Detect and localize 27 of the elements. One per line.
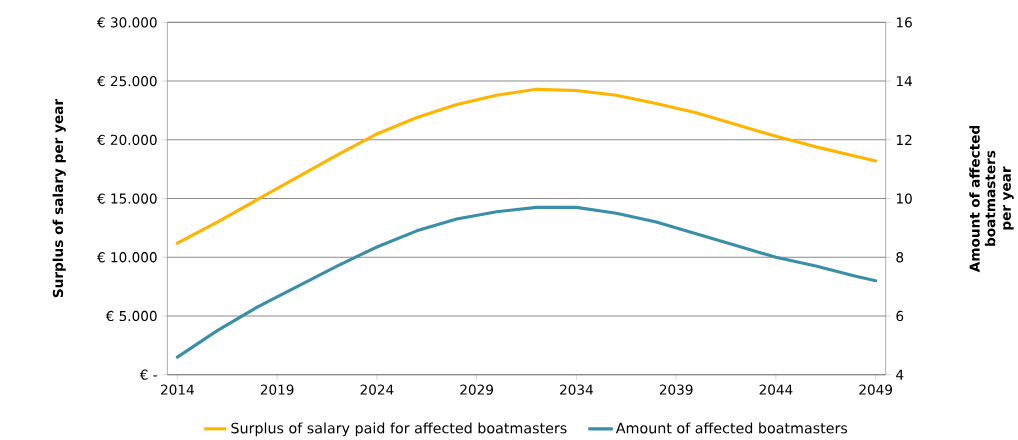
x-tick-label: 2024 — [360, 384, 394, 395]
y-tick-label: € 30.000 — [96, 17, 157, 28]
legend-label: Surplus of salary paid for affected boatmasters — [231, 422, 567, 437]
y-tick-label: € 5.000 — [105, 310, 157, 321]
line-series — [175, 87, 878, 245]
y2-tick-label: 8 — [896, 251, 904, 263]
x-tick-label: 2034 — [560, 384, 593, 395]
y-tick-label: € 25.000 — [96, 75, 157, 87]
x-tick-label: 2049 — [859, 384, 893, 395]
legend-label: Amount of affected boatmasters — [615, 422, 848, 434]
x-tick-label: 2014 — [161, 384, 194, 395]
y2-tick-label: 4 — [896, 369, 904, 380]
x-tick-label: 2019 — [260, 384, 294, 395]
y2-axis-title: Amount of affected boatmasters per year — [969, 125, 1014, 272]
x-tick-label: 2029 — [460, 384, 494, 395]
y-axis-title: Surplus of salary per year — [52, 98, 66, 297]
y2-tick-label: 10 — [896, 193, 912, 204]
y2-tick-label: 14 — [896, 75, 912, 86]
y-tick-label: € 15.000 — [96, 193, 157, 204]
y2-tick-label: 6 — [896, 310, 904, 321]
y-tick-label: € 10.000 — [96, 251, 157, 263]
x-tick-label: 2044 — [759, 384, 793, 395]
y2-tick-label: 12 — [896, 134, 912, 145]
y-tick-label: € 20.000 — [96, 134, 157, 145]
y2-tick-label: 16 — [896, 17, 912, 28]
x-tick-label: 2039 — [659, 384, 693, 395]
y-tick-label: € - — [139, 369, 157, 380]
